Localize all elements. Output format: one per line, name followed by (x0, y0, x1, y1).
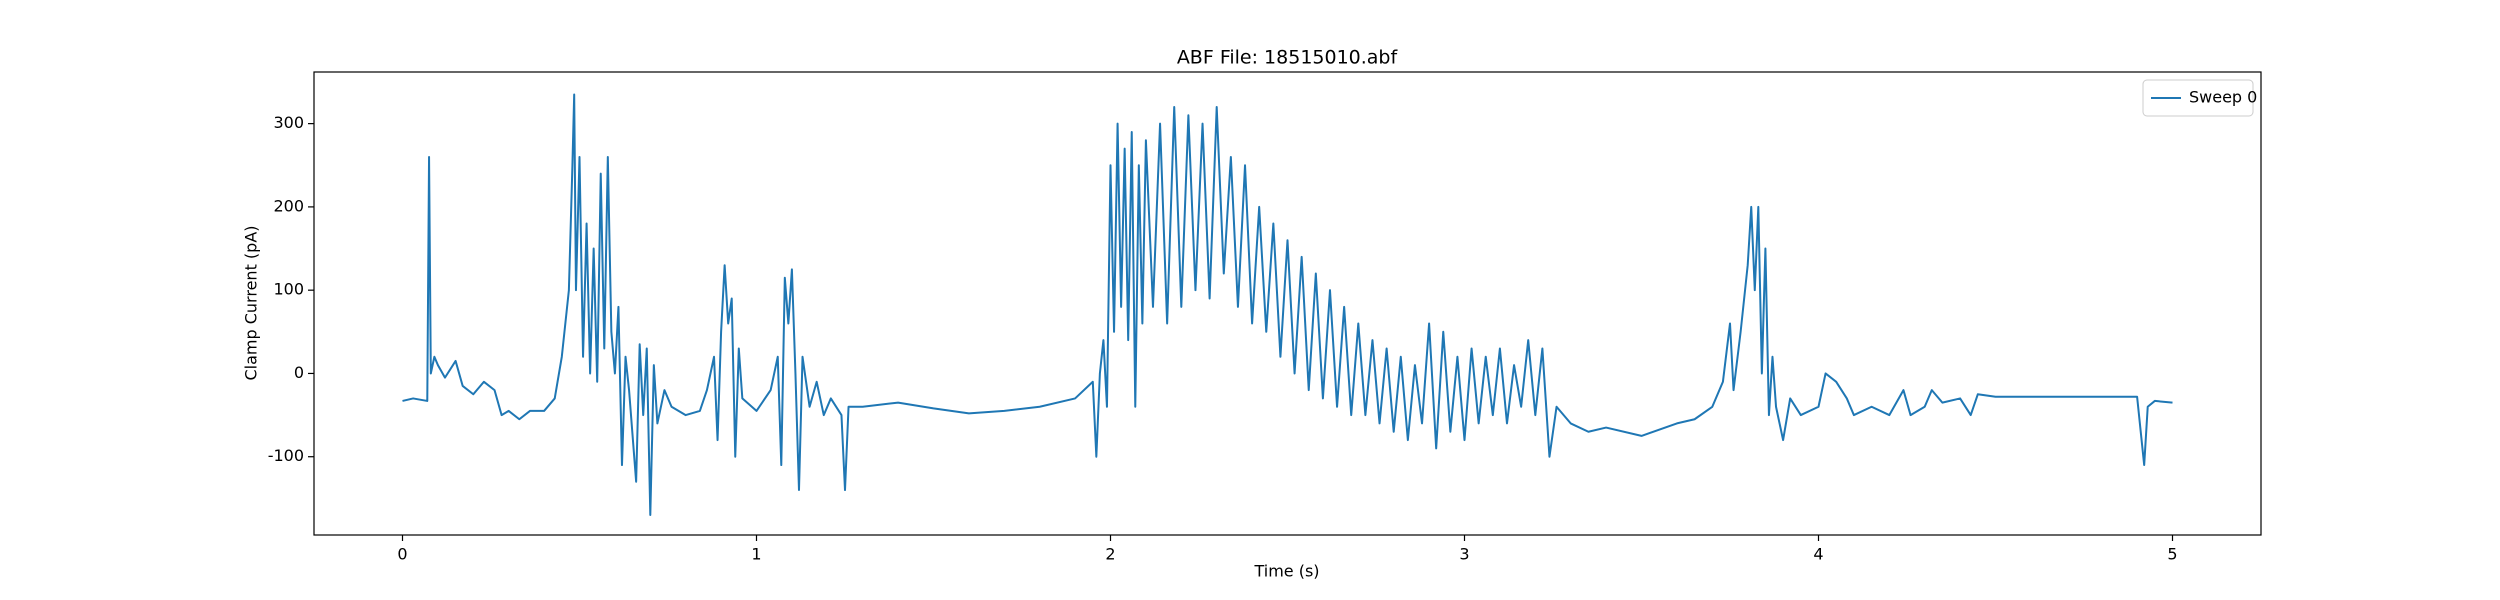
y-tick-label: 300 (273, 113, 304, 132)
y-tick-label: 0 (294, 363, 304, 382)
x-tick-label: 5 (2167, 545, 2177, 564)
y-tick-label: 100 (273, 280, 304, 299)
chart-title: ABF File: 18515010.abf (1177, 47, 1399, 69)
x-tick-label: 3 (1459, 545, 1469, 564)
x-tick-label: 2 (1105, 545, 1115, 564)
legend-box (2142, 79, 2254, 117)
x-tick-label: 0 (397, 545, 407, 564)
data-line (402, 93, 2173, 517)
x-tick-label: 1 (751, 545, 761, 564)
plot-frame (313, 71, 2262, 536)
x-tick-label: 4 (1813, 545, 1823, 564)
y-axis-label: Clamp Current (pA) (242, 225, 261, 380)
x-axis-label: Time (s) (1253, 562, 1319, 581)
legend-label: Sweep 0 (2189, 88, 2257, 107)
y-tick-label: -100 (268, 446, 304, 465)
y-tick-label: 200 (273, 196, 304, 215)
